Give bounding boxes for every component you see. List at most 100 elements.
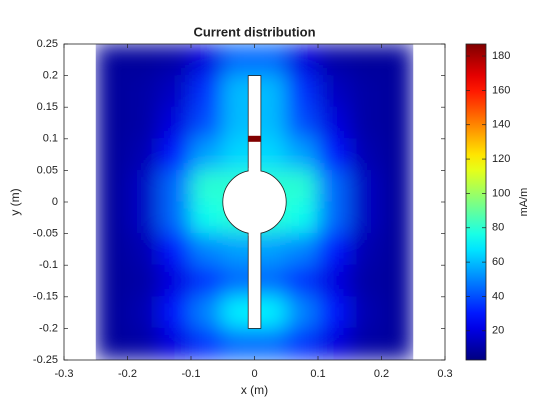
heat-cell [349, 233, 382, 266]
heat-cell [349, 201, 382, 235]
heat-cell [317, 169, 351, 203]
heat-cell [127, 169, 160, 203]
y-tick-label: 0.2 [43, 70, 58, 82]
colorbar-tick-label: 140 [492, 119, 510, 131]
heat-cell [381, 296, 414, 329]
colorbar-tick-label: 100 [492, 187, 510, 199]
heat-cell [95, 296, 128, 329]
colorbar-label: mA/m [518, 188, 530, 217]
y-tick-label: -0.2 [39, 322, 58, 334]
heat-cell [127, 44, 160, 77]
y-tick-label: 0 [52, 196, 58, 208]
y-tick-label: 0.05 [37, 164, 58, 176]
heat-cell [285, 327, 319, 360]
heat-cell [317, 44, 351, 77]
heat-cell [317, 75, 351, 108]
y-tick-label: -0.05 [33, 228, 58, 240]
y-tick-label: -0.1 [39, 259, 58, 271]
y-tick-label: 0.1 [43, 133, 58, 145]
heat-cell [95, 106, 128, 140]
antenna-seam [248, 168, 261, 236]
heat-cell [317, 138, 351, 171]
heat-cell [190, 233, 224, 266]
heat-cell [222, 327, 255, 360]
heat-cell [95, 201, 128, 235]
colorbar-tick-label: 160 [492, 84, 510, 96]
heat-cell [381, 106, 414, 140]
feed [248, 135, 261, 142]
heat-cell [285, 296, 319, 329]
heat-cell [158, 138, 192, 171]
heat-cell [127, 106, 160, 140]
chart-title: Current distribution [193, 24, 315, 39]
heat-cell [222, 44, 255, 77]
x-tick-label: 0.3 [437, 368, 452, 380]
heat-cell [190, 44, 224, 77]
heat-cell [349, 106, 382, 140]
x-tick-label: 0 [251, 368, 257, 380]
x-tick-label: -0.2 [118, 368, 137, 380]
heat-cell [285, 138, 319, 171]
x-axis-label: x (m) [241, 383, 268, 397]
heat-cell [381, 138, 414, 171]
feed-hotspot [248, 135, 261, 142]
heat-cell [317, 106, 351, 140]
heat-cell [127, 75, 160, 108]
heat-cell [285, 106, 319, 140]
y-tick-label: 0.25 [37, 38, 58, 50]
heat-cell [190, 264, 224, 298]
heat-cell [95, 75, 128, 108]
colorbar-tick-label: 40 [492, 290, 504, 302]
heat-cell [190, 296, 224, 329]
x-tick-label: 0.2 [374, 368, 389, 380]
heat-cell [317, 264, 351, 298]
y-tick-label: -0.15 [33, 291, 58, 303]
heat-cell [381, 169, 414, 203]
heat-cell [158, 296, 192, 329]
heat-cell [285, 75, 319, 108]
heat-cell [158, 264, 192, 298]
heat-cell [285, 233, 319, 266]
heat-cell [95, 233, 128, 266]
heat-cell [349, 44, 382, 77]
heat-cell [381, 264, 414, 298]
heat-cell [349, 264, 382, 298]
colorbar-tick-label: 20 [492, 325, 504, 337]
heat-cell [127, 296, 160, 329]
heat-cell [95, 264, 128, 298]
colorbar-tick-label: 60 [492, 256, 504, 268]
heat-cell [349, 138, 382, 171]
heat-cell [158, 233, 192, 266]
heat-cell [158, 75, 192, 108]
heat-cell [317, 327, 351, 360]
heat-cell [349, 169, 382, 203]
heat-cell [349, 327, 382, 360]
y-tick-label: -0.25 [33, 354, 58, 366]
colorbar [465, 43, 487, 361]
heat-cell [158, 327, 192, 360]
heat-cell [381, 327, 414, 360]
heat-cell [190, 138, 224, 171]
heat-cell [127, 138, 160, 171]
heat-cell [95, 327, 128, 360]
heat-cell [158, 106, 192, 140]
heat-cell [254, 44, 287, 77]
x-tick-label: -0.1 [182, 368, 201, 380]
heat-cell [190, 327, 224, 360]
heat-cell [285, 169, 319, 203]
heat-cell [285, 201, 319, 235]
heat-cell [127, 327, 160, 360]
heat-cell [190, 169, 224, 203]
heat-cell [158, 201, 192, 235]
heat-cell [317, 201, 351, 235]
heat-cell [158, 44, 192, 77]
heat-cell [190, 75, 224, 108]
heat-cell [254, 327, 287, 360]
heat-cell [349, 75, 382, 108]
heat-cell [381, 44, 414, 77]
heat-cell [158, 169, 192, 203]
heat-cell [127, 201, 160, 235]
heat-cell [127, 264, 160, 298]
heat-cell [95, 169, 128, 203]
heat-cell [190, 201, 224, 235]
